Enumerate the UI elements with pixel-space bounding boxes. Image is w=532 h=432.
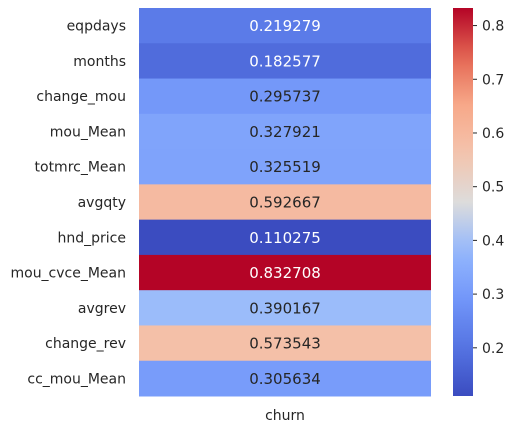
heatmap-cell-eqpdays (139, 8, 431, 44)
cell-value-label: 0.592667 (249, 194, 321, 212)
cell-value-label: 0.219279 (249, 17, 321, 35)
colorbar: 0.2 0.3 0.4 0.5 0.6 0.7 0.8 (453, 8, 504, 396)
colorbar-tick-label: 0.4 (482, 233, 504, 249)
row-label: totmrc_Mean (35, 160, 126, 176)
cell-value-label: 0.573543 (249, 335, 321, 353)
row-label: eqpdays (67, 19, 126, 35)
heatmap-cell-hnd_price (139, 219, 431, 256)
cell-value-label: 0.182577 (249, 52, 321, 70)
heatmap-cell-change_mou (139, 78, 431, 115)
cell-value-label: 0.305634 (249, 370, 321, 388)
row-label: months (73, 54, 126, 70)
row-label: change_rev (45, 336, 126, 352)
heatmap-cell-mou_cvce_Mean (139, 254, 431, 291)
row-label: hnd_price (58, 230, 126, 246)
column-labels: churn (265, 408, 305, 424)
cell-value-label: 0.390167 (249, 299, 321, 317)
heatmap-cells: 0.219279 0.182577 0.295737 0.327921 0.325519… (139, 8, 431, 397)
row-label: change_mou (36, 89, 126, 105)
colorbar-tick-label: 0.7 (482, 72, 504, 88)
cell-value-label: 0.110275 (249, 229, 321, 247)
heatmap-cell-months (139, 43, 431, 80)
row-label: avgrev (78, 301, 126, 317)
colorbar-tick-label: 0.3 (482, 287, 504, 303)
cell-value-label: 0.295737 (249, 88, 321, 106)
colorbar-tick-label: 0.2 (482, 341, 504, 357)
colorbar-tick-label: 0.8 (482, 19, 504, 35)
heatmap-cell-avgrev (139, 290, 431, 326)
colorbar-tick-label: 0.5 (482, 180, 504, 196)
row-label: mou_Mean (50, 124, 126, 140)
colorbar-tick-label: 0.6 (482, 126, 504, 142)
heatmap-cell-cc_mou_Mean (139, 360, 431, 397)
row-label: avgqty (78, 195, 126, 211)
row-labels: eqpdays months change_mou mou_Mean totmrc_Me… (10, 19, 126, 388)
heatmap-cell-avgqty (139, 184, 431, 221)
heatmap-cell-change_rev (139, 325, 431, 362)
heatmap-cell-mou_Mean (139, 113, 431, 150)
cell-value-label: 0.325519 (249, 158, 321, 176)
cell-value-label: 0.832708 (249, 264, 321, 282)
row-label: cc_mou_Mean (27, 371, 126, 387)
colorbar-ticks: 0.2 0.3 0.4 0.5 0.6 0.7 0.8 (473, 19, 504, 357)
cell-value-label: 0.327921 (249, 123, 321, 141)
row-label: mou_cvce_Mean (10, 266, 126, 282)
column-label: churn (265, 408, 305, 424)
heatmap-cell-totmrc_Mean (139, 149, 431, 185)
colorbar-gradient (453, 8, 473, 396)
